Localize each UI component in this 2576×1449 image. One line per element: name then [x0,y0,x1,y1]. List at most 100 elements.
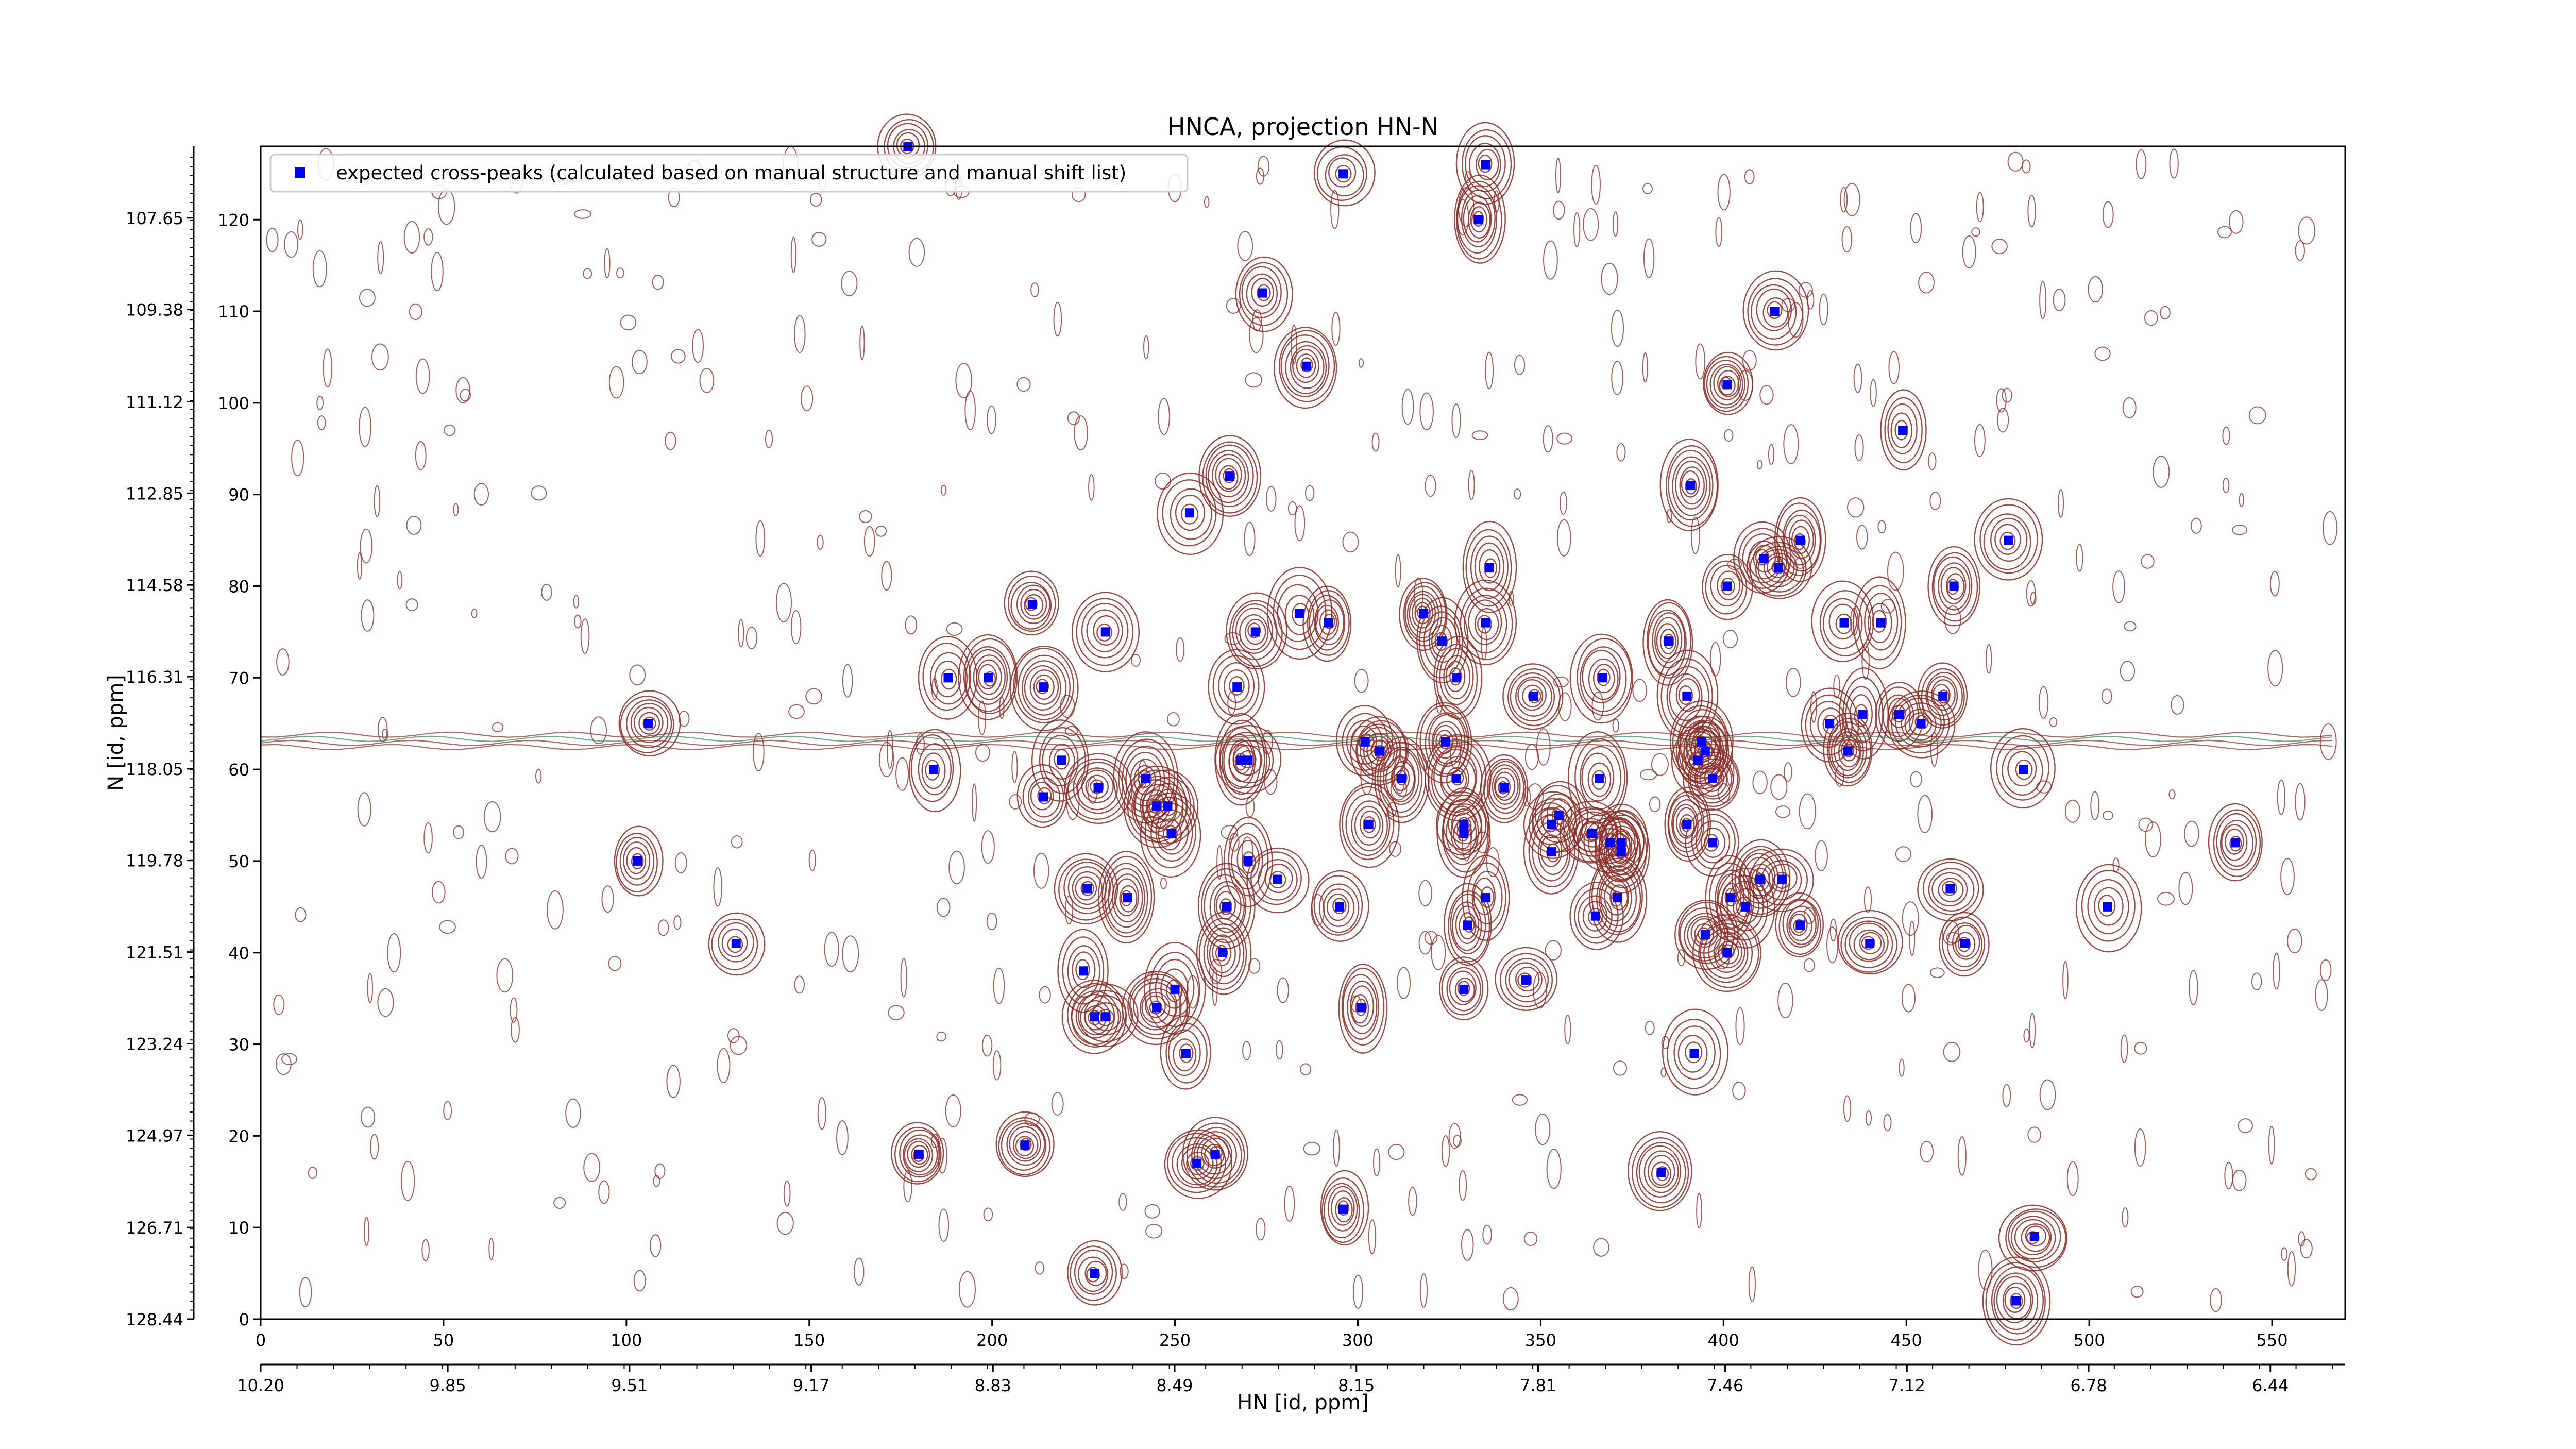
y-ppm-tick-label: 126.71 [126,1218,183,1238]
noise-contour [2178,872,2193,905]
contour-ring [1990,728,2056,809]
contour-ring [1067,1240,1123,1306]
contour-ring [1677,1035,1708,1073]
noise-contour [981,830,995,864]
contour-ring [1215,458,1242,492]
contour-ring [1652,612,1686,669]
peak-marker [1898,426,1908,435]
contour-ring [1450,812,1477,854]
noise-contour [1241,836,1253,868]
noise-contour [1143,335,1149,360]
ridge-contour [260,744,2332,750]
noise-contour [1909,921,1916,956]
contour-ring [1470,206,1487,233]
contour-ring [1084,995,1127,1036]
noise-contour [1865,1110,1872,1126]
contour-ring [1315,604,1340,641]
peak-marker [1082,884,1092,894]
noise-contour [1690,516,1700,554]
peak-marker [1755,874,1765,884]
noise-contour [1843,182,1860,216]
noise-contour [1389,841,1402,857]
contour-ring [1296,353,1316,378]
contour-ring [1604,879,1629,916]
peak-marker [1459,819,1469,829]
contour-ring [1592,663,1615,694]
contour-ring [1129,978,1182,1035]
contour-ring [1076,598,1134,666]
noise-contour [875,525,887,537]
noise-contour [633,1270,646,1292]
contour-ring [1742,270,1809,351]
contour-ring [1399,578,1448,651]
contour-ring [623,841,651,880]
contour-ring [1801,687,1859,763]
contour-ring [1326,894,1350,921]
noise-contour [2280,858,2295,896]
contour-ring [1125,751,1165,807]
noise-contour [1651,753,1669,776]
contour-ring [891,1122,944,1185]
noise-contour [2287,929,2302,954]
contour-ring [1098,851,1155,943]
noise-contour [2007,151,2024,172]
noise-contour [1930,732,1938,767]
contour-ring [1656,623,1679,659]
noise-contour [1354,669,1369,693]
contour-ring [1418,605,1464,679]
noise-contour [1583,208,1599,241]
noise-contour [604,248,611,279]
noise-contour [359,289,376,307]
y-tick-label: 0 [239,1310,249,1329]
contour-ring [1446,805,1479,860]
peak-marker [929,765,939,774]
contour-ring [1853,576,1906,669]
y-ppm-tick-label: 123.24 [126,1034,183,1054]
x-axis-index: 0 50 100 150 200 250 300 350 400 450 500 550 [256,1319,2288,1350]
contour-ring [1705,855,1755,941]
noise-contour [273,994,285,1015]
contour-ring [1039,727,1087,794]
contour-ring [711,918,758,970]
contour-ring [1449,970,1477,1005]
contour-ring [1515,966,1540,992]
contour-ring [2229,835,2242,852]
noise-contour [1748,1266,1756,1302]
contour-ring [1945,573,1965,600]
contour-ring [1077,1256,1109,1292]
noise-contour [460,389,471,402]
noise-contour [2062,961,2069,1000]
noise-contour [975,744,990,762]
contour-ring [1215,724,1282,794]
noise-contour [2189,970,2198,1005]
noise-contour [1118,1193,1127,1211]
peak-marker [1357,1003,1366,1013]
y-ppm-tick-label: 109.38 [126,300,183,320]
y-axis: 0 10 20 30 40 50 60 70 80 90 100 110 120 128.44 126.71… [126,146,261,1329]
noise-contour [824,932,839,967]
peak-marker [1949,581,1959,591]
noise-contour [790,610,802,645]
noise-contour [1294,505,1306,541]
peak-marker [1759,554,1769,564]
contour-ring [2015,759,2033,780]
noise-contour [1459,1170,1467,1201]
noise-contour [2094,346,2111,361]
peak-marker [1232,682,1242,692]
contour-ring [1609,884,1629,911]
noise-contour [266,227,279,252]
contour-ring [1190,1156,1205,1171]
contour-ring [1455,122,1515,205]
noise-contour [1781,298,1795,312]
y-tick-label: 40 [228,943,249,963]
peak-marker [1708,838,1718,848]
noise-contour [397,571,403,589]
peak-marker [2029,1232,2039,1241]
contour-ring [1483,558,1498,578]
contour-ring [1104,863,1148,934]
contour-ring [1831,728,1864,777]
noise-contour [1717,783,1731,803]
noise-contour [654,1163,666,1179]
peak-marker [1521,975,1531,985]
noise-contour [783,1180,791,1207]
